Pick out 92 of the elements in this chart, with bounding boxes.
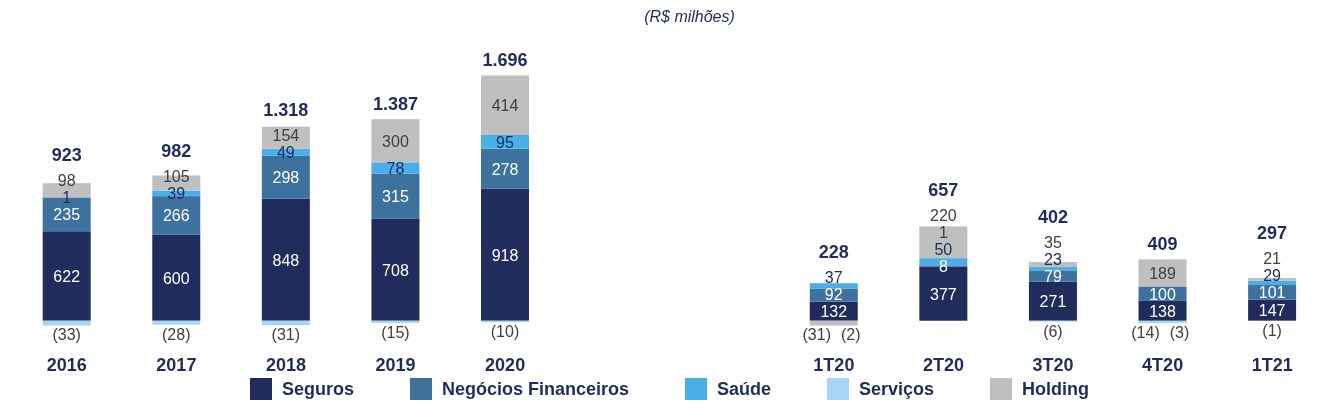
data-label: 220 (930, 206, 957, 224)
x-tick-label: 2017 (156, 354, 197, 375)
total-label: 923 (51, 145, 82, 166)
data-label: 78 (386, 159, 405, 177)
legend-label: Holding (1022, 378, 1090, 400)
x-tick-label: 1T20 (813, 354, 855, 375)
total-label: 402 (1037, 207, 1068, 228)
bar (1028, 281, 1077, 321)
data-label: 132 (820, 303, 848, 321)
data-label: 708 (382, 261, 409, 279)
bar (152, 234, 201, 321)
data-label: (2) (840, 326, 861, 344)
data-label: 154 (272, 127, 300, 145)
x-tick-label: 2018 (265, 354, 306, 375)
bar (481, 75, 530, 135)
legend-label: Serviços (859, 378, 935, 400)
data-label: 29 (1263, 267, 1282, 285)
data-label: 266 (162, 207, 190, 225)
data-label: 101 (1258, 284, 1286, 302)
bar (809, 283, 858, 289)
data-label: 848 (272, 251, 300, 269)
total-label: 297 (1257, 223, 1288, 244)
total-label: 1.387 (372, 94, 418, 115)
x-tick-label: 2016 (46, 354, 87, 375)
total-label: 1.696 (482, 50, 528, 71)
x-tick-label: 2020 (485, 354, 526, 375)
bar (261, 320, 310, 326)
data-label: (31) (802, 326, 831, 344)
data-label: 37 (824, 269, 843, 287)
bar (371, 119, 420, 163)
data-label: 138 (1149, 302, 1176, 320)
data-label: 918 (491, 246, 519, 264)
bar (1248, 280, 1297, 286)
data-label: (31) (271, 326, 301, 344)
chart-subtitle: (R$ milhões) (643, 8, 736, 26)
data-label: 377 (930, 285, 957, 303)
data-label: 98 (57, 172, 76, 190)
data-label: (28) (162, 325, 191, 343)
data-label: 105 (162, 168, 190, 186)
x-tick-label: 1T21 (1251, 354, 1293, 375)
x-tick-label: 2T20 (922, 354, 964, 375)
bar (809, 321, 858, 326)
bar (919, 226, 968, 258)
data-label: (33) (52, 326, 81, 344)
legend-label: Negócios Financeiros (441, 378, 629, 400)
total-label: 657 (928, 179, 959, 200)
data-label: 414 (491, 97, 519, 115)
bar (261, 198, 310, 321)
data-label: 95 (496, 133, 515, 151)
data-label: 278 (491, 160, 519, 178)
data-label: (6) (1043, 322, 1063, 340)
data-label: 189 (1149, 264, 1176, 282)
bar (481, 188, 530, 321)
data-label: 23 (1044, 251, 1062, 269)
data-label: 147 (1258, 302, 1286, 320)
data-label: (1) (1262, 321, 1282, 339)
data-label: 21 (1263, 250, 1282, 268)
data-label: 92 (824, 286, 843, 304)
data-label: 235 (53, 206, 81, 224)
data-label: (10) (490, 323, 520, 341)
total-label: 982 (161, 141, 192, 162)
x-tick-label: 4T20 (1142, 354, 1184, 375)
data-label: 100 (1149, 285, 1176, 303)
data-label: 79 (1044, 268, 1062, 286)
total-label: 1.318 (263, 100, 309, 121)
bar (1028, 267, 1077, 271)
legend-label: Seguros (281, 378, 354, 400)
bar (371, 218, 420, 321)
data-label: 271 (1039, 293, 1067, 311)
x-tick-label: 3T20 (1032, 354, 1074, 375)
total-label: 228 (818, 242, 849, 263)
data-label: 8 (938, 257, 948, 275)
data-label: 49 (276, 144, 295, 162)
data-label: (14) (1131, 324, 1160, 342)
data-label: 622 (53, 267, 81, 285)
data-label: 1 (938, 223, 948, 241)
total-label: 409 (1147, 234, 1178, 255)
data-label: 298 (272, 169, 300, 187)
x-tick-label: 2019 (375, 354, 416, 375)
bar (481, 148, 530, 189)
bar (371, 320, 420, 323)
data-label: 315 (382, 188, 409, 206)
bar (371, 173, 420, 219)
data-label: 50 (934, 240, 953, 258)
data-label: (3) (1169, 324, 1190, 342)
data-label: (15) (381, 323, 410, 341)
legend-label: Saúde (717, 378, 772, 400)
bar (42, 231, 91, 321)
data-label: 300 (382, 132, 409, 150)
data-label: 35 (1044, 234, 1062, 252)
data-label: 600 (162, 269, 190, 287)
bar (152, 320, 201, 325)
